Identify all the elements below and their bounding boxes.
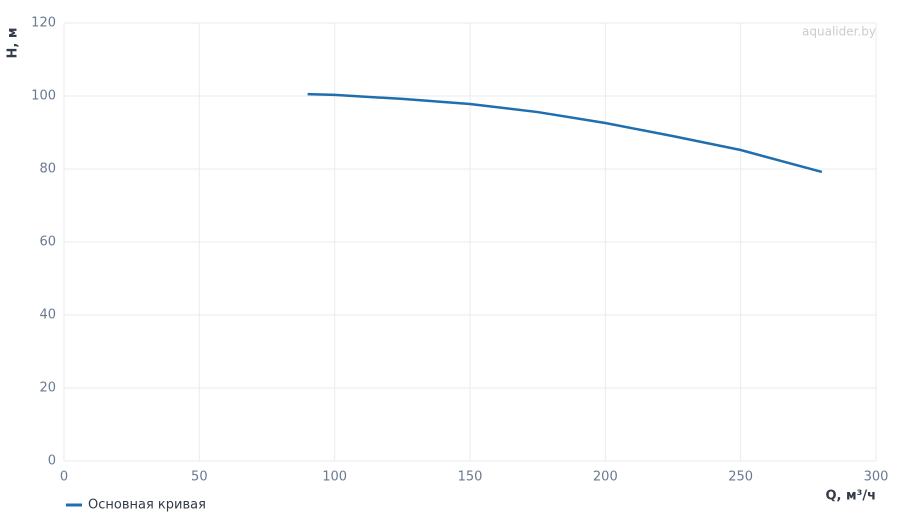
x-tick-label: 250 <box>728 470 753 485</box>
y-tick-label: 60 <box>39 235 56 250</box>
y-tick-label: 120 <box>31 16 56 31</box>
line <box>307 92 823 174</box>
y-tick-label: 20 <box>39 381 56 396</box>
x-axis-title: Q, м³/ч <box>825 489 876 504</box>
y-tick-label: 80 <box>39 162 56 177</box>
y-tick-label: 40 <box>39 308 56 323</box>
y-tick-label: 0 <box>48 454 56 469</box>
x-tick-label: 0 <box>60 470 68 485</box>
y-axis-title: H, м <box>6 28 21 59</box>
x-tick-label: 150 <box>458 470 483 485</box>
y-tick-label: 100 <box>31 89 56 104</box>
watermark: aqualider.by <box>802 25 876 39</box>
legend-label: Основная кривая <box>88 498 206 513</box>
x-tick-label: 50 <box>191 470 208 485</box>
x-tick-label: 300 <box>864 470 889 485</box>
x-tick-label: 100 <box>322 470 347 485</box>
x-tick-label: 200 <box>593 470 618 485</box>
